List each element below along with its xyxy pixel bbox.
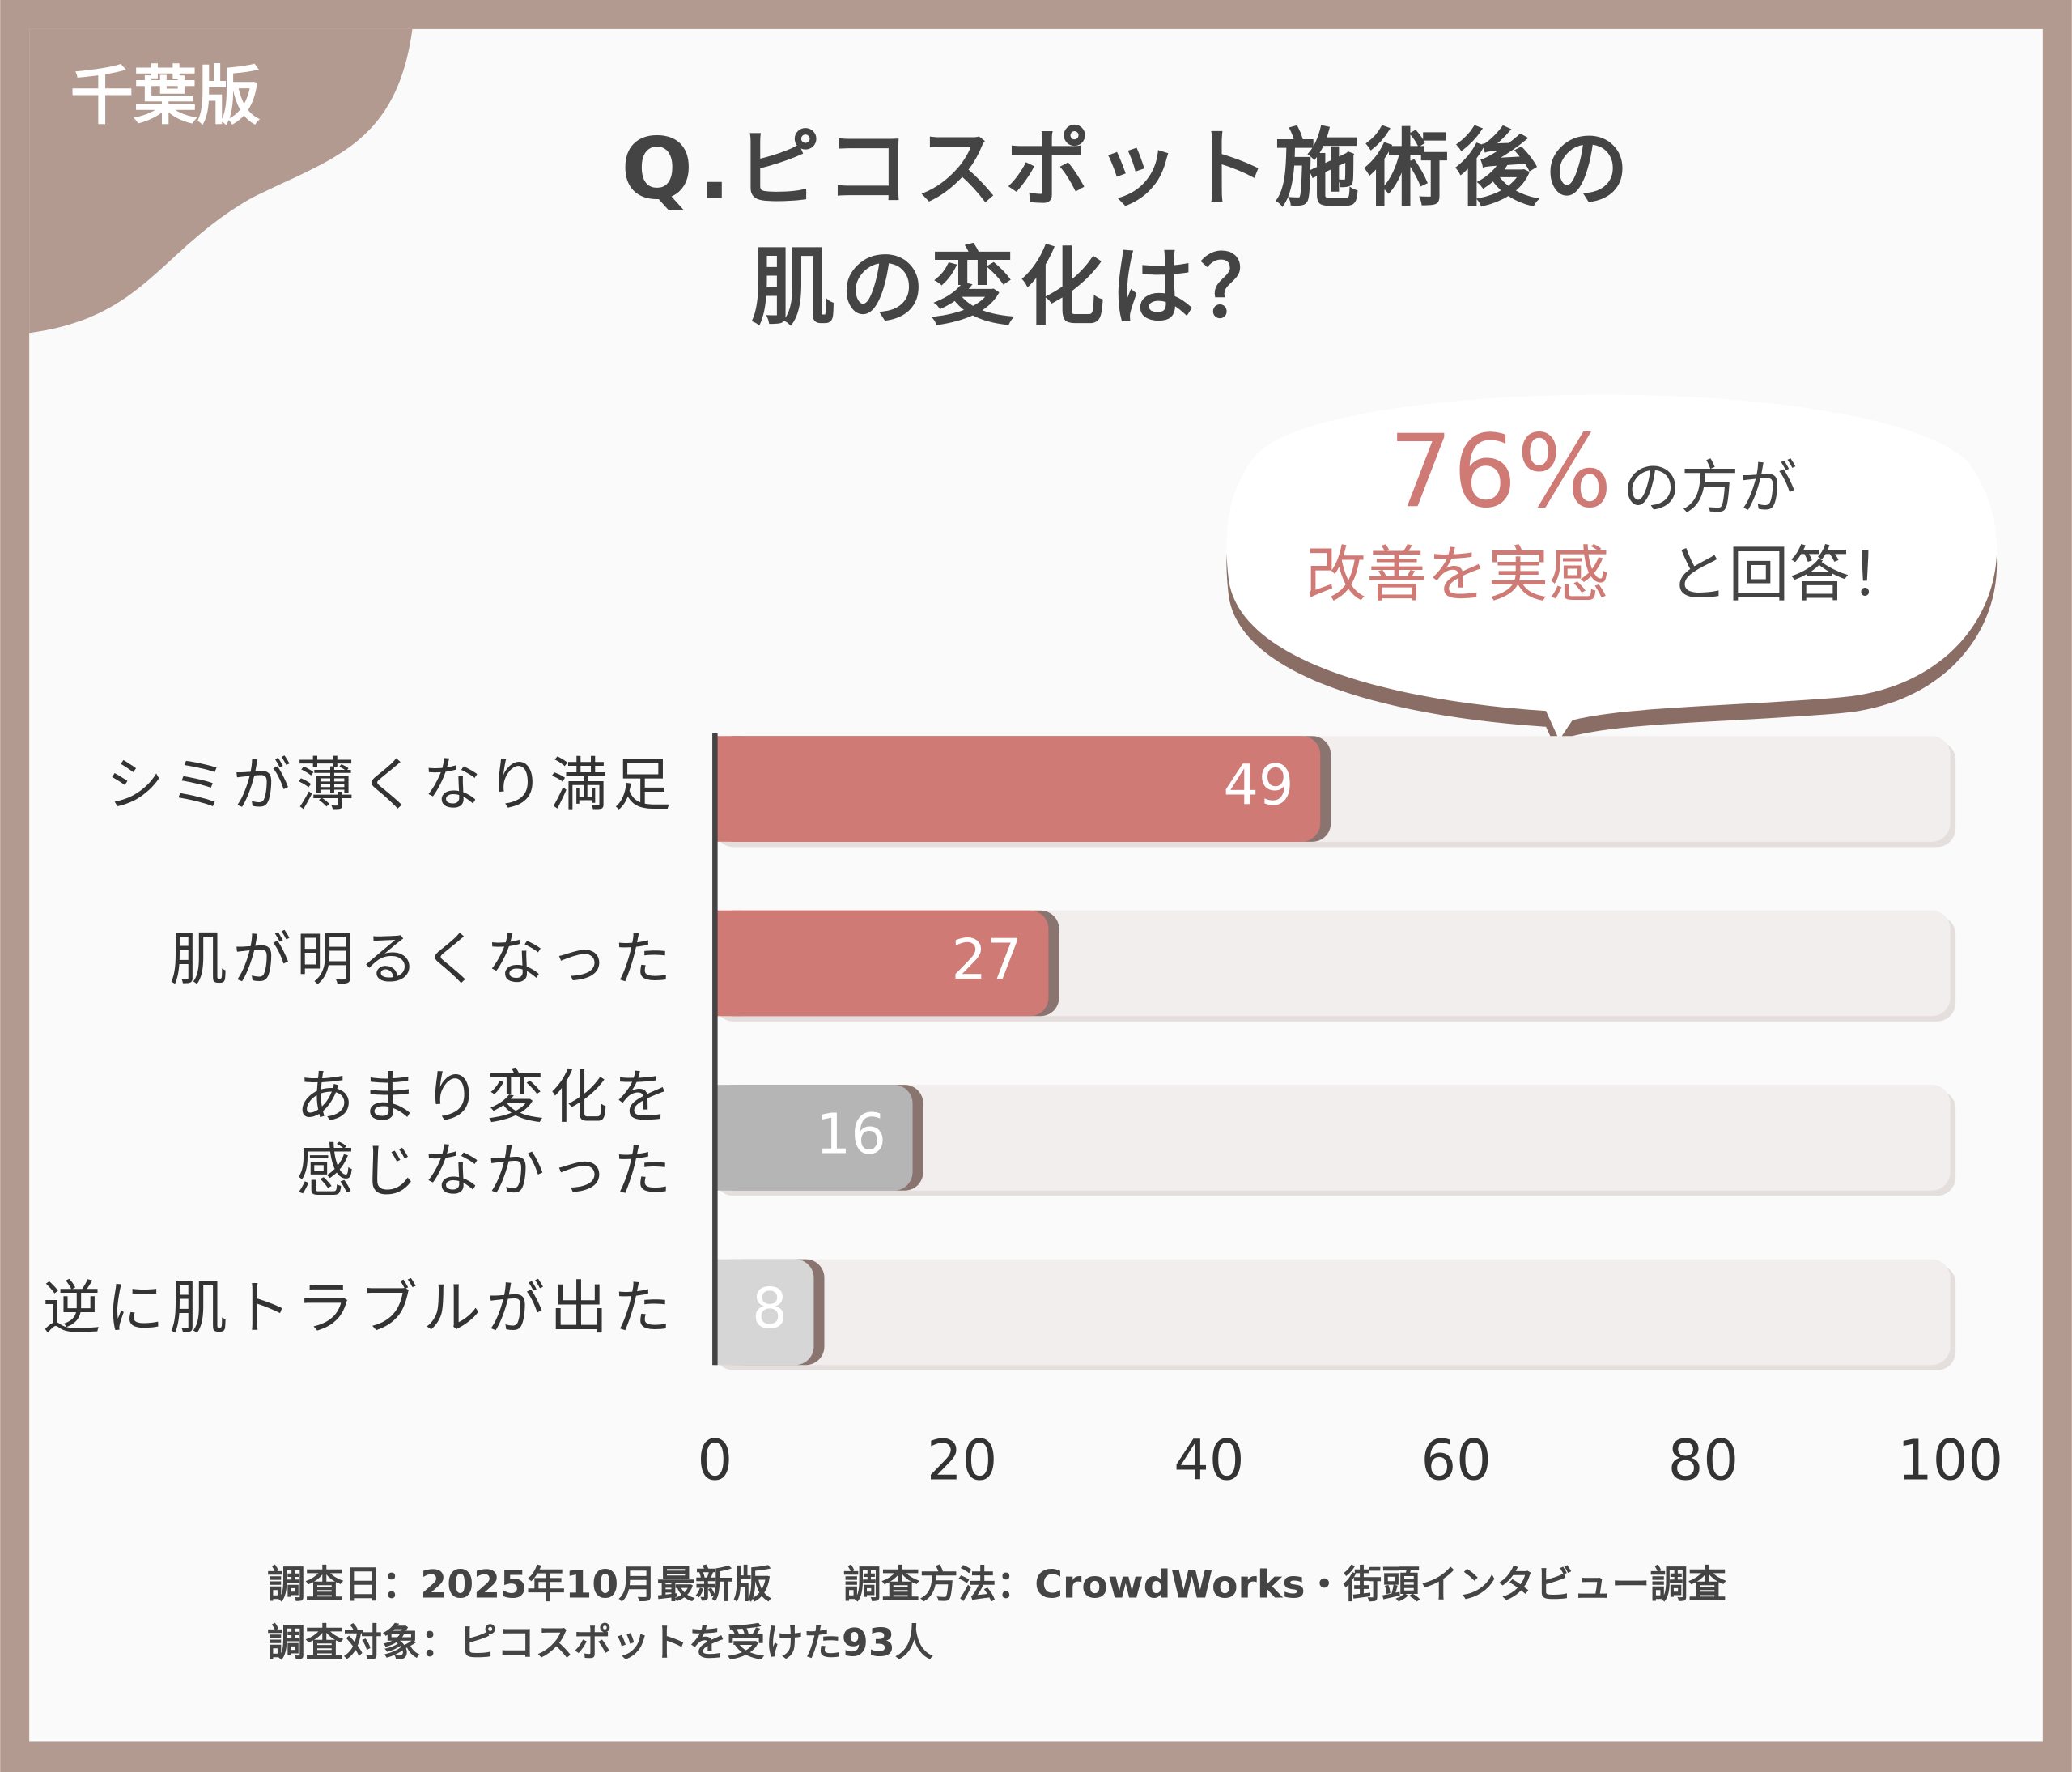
annotation-highlight: 76% <box>1389 414 1612 530</box>
y-tick-label-line: あまり変化を <box>296 1062 677 1130</box>
x-tick-label: 20 <box>927 1429 997 1494</box>
footer: 調査方法：CrowdWorks・街頭インタビュー調査 <box>843 1562 1727 1607</box>
panel <box>29 28 2043 1742</box>
badge: 千葉版 <box>70 60 261 134</box>
badge-shape <box>29 28 413 334</box>
annotation: と回答！ <box>1667 538 1910 610</box>
data-label: 49 <box>1223 754 1293 818</box>
x-tick-label: 80 <box>1668 1429 1739 1494</box>
data-label: 8 <box>752 1277 788 1341</box>
footer: 調査日：2025年10月最新版 <box>267 1562 772 1607</box>
chart-title: Q.ピコスポット施術後の <box>621 119 1634 218</box>
footer: 調査対象：ピコスポットを受けた93人 <box>267 1621 934 1665</box>
bar <box>715 910 741 1017</box>
bar <box>715 736 741 842</box>
callout <box>1226 394 1998 741</box>
bar <box>715 910 1049 1017</box>
y-tick-label: 逆に肌トラブルが出た <box>43 1273 677 1341</box>
bar-track <box>715 1085 1951 1191</box>
data-label: 16 <box>816 1102 886 1166</box>
chart-title: 肌の変化は？ <box>750 238 1289 337</box>
y-tick-label: シミが薄くなり満足 <box>106 750 677 818</box>
x-tick-label: 40 <box>1174 1429 1244 1494</box>
bar <box>715 1085 741 1191</box>
bar <box>715 736 1321 842</box>
annotation-highlight: 改善を実感 <box>1306 538 1609 610</box>
x-tick-label: 60 <box>1420 1429 1491 1494</box>
bar <box>715 1259 741 1366</box>
data-label: 27 <box>952 928 1022 992</box>
bar-track <box>715 1259 1951 1366</box>
annotation: の方が <box>1623 453 1797 521</box>
y-tick-label: 肌が明るくなった <box>169 925 677 993</box>
x-tick-label: 100 <box>1897 1429 2003 1494</box>
y-tick-label: あまり変化を感じなかった <box>296 1062 677 1204</box>
y-tick-label-line: 感じなかった <box>296 1137 677 1205</box>
x-tick-label: 0 <box>698 1429 733 1494</box>
bar <box>715 1085 913 1191</box>
